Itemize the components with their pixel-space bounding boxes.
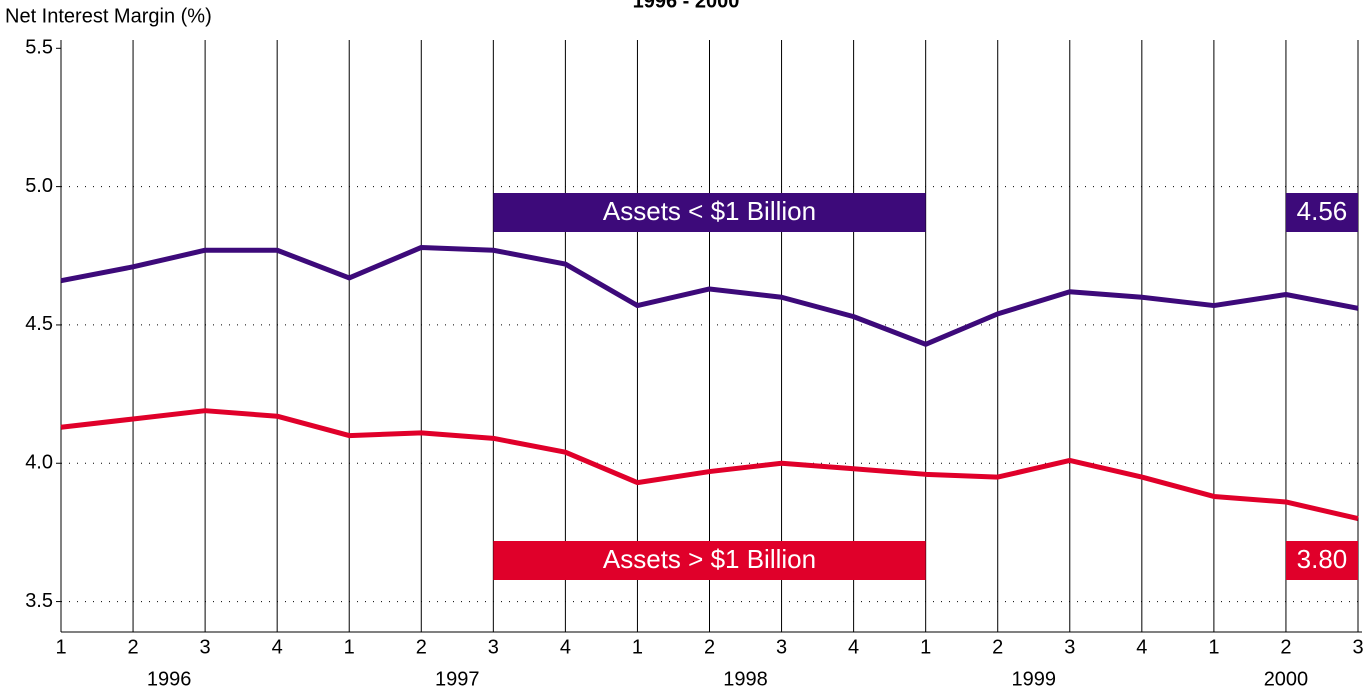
y-tick-label: 4.5 [25,313,53,335]
x-tick-label: 3 [1064,636,1075,658]
series-line [60,244,1359,347]
y-tick-label: 4.0 [25,452,53,474]
x-tick-label: 1 [344,636,355,658]
x-tick-label: 2 [992,636,1003,658]
year-label: 1998 [723,668,768,690]
x-tick-label: 3 [776,636,787,658]
x-tick-label: 4 [848,636,859,658]
y-tick-label: 5.0 [25,175,53,197]
year-label: 1996 [147,668,192,690]
x-tick-label: 2 [1280,636,1291,658]
y-axis-label: Net Interest Margin (%) [5,5,212,27]
x-tick-label: 4 [272,636,283,658]
value-label-box [1285,193,1358,232]
series-line [60,408,1359,522]
chart-title: 1996 - 2000 [633,0,740,12]
x-tick-label: 1 [632,636,643,658]
value-label-box [1285,541,1358,580]
x-tick-label: 2 [416,636,427,658]
x-tick-label: 4 [1136,636,1147,658]
x-tick-label: 2 [127,636,138,658]
value-label: 3.80 [1297,544,1348,574]
x-tick-label: 3 [1352,636,1363,658]
x-tick-label: 3 [200,636,211,658]
y-tick-label: 3.5 [25,590,53,612]
x-tick-label: 1 [55,636,66,658]
legend-label: Assets > $1 Billion [603,544,816,574]
y-tick-label: 5.5 [25,37,53,59]
x-tick-label: 1 [1208,636,1219,658]
legend-box [493,193,926,232]
year-label: 2000 [1264,668,1309,690]
year-label: 1997 [435,668,480,690]
legend-label: Assets < $1 Billion [603,196,816,226]
x-tick-label: 2 [704,636,715,658]
value-label: 4.56 [1297,196,1348,226]
x-tick-label: 4 [560,636,571,658]
x-tick-label: 3 [488,636,499,658]
legend-box [493,541,926,580]
year-label: 1999 [1012,668,1057,690]
x-tick-label: 1 [920,636,931,658]
